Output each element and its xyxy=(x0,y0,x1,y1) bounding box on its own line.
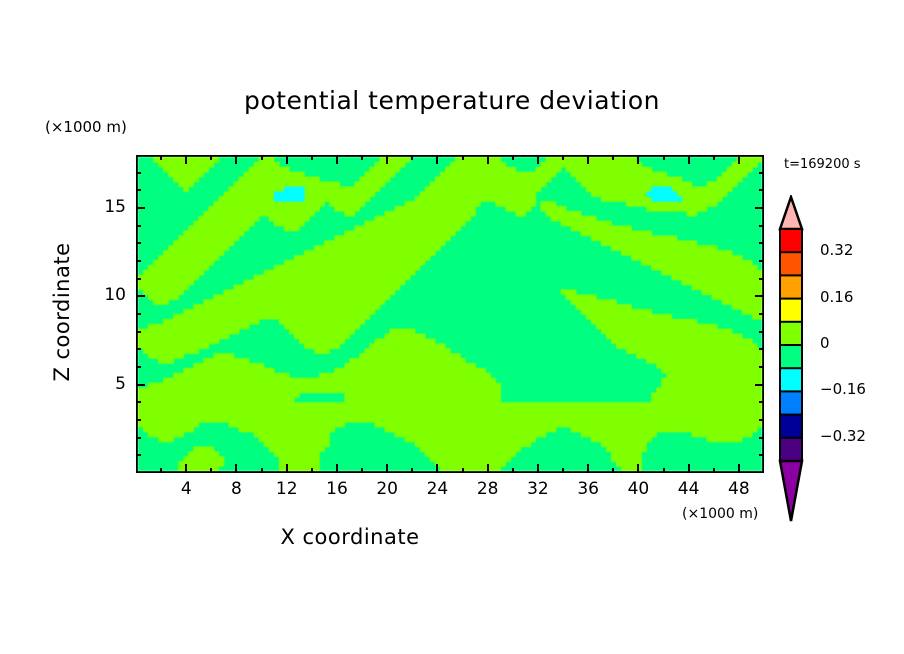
colorbar-band xyxy=(779,344,803,370)
colorbar-band xyxy=(779,436,803,463)
colorbar-band xyxy=(779,320,803,347)
colorbar-over-arrow xyxy=(778,195,804,231)
x-tick-label: 4 xyxy=(180,479,192,499)
y-tick-label: 5 xyxy=(115,373,126,394)
x-tick-label: 24 xyxy=(426,479,449,499)
x-tick-label: 44 xyxy=(677,479,700,499)
y-axis-units-label: (×1000 m) xyxy=(45,118,127,136)
chart-title: potential temperature deviation xyxy=(244,86,660,115)
y-tick-label: 15 xyxy=(104,197,126,217)
colorbar-band xyxy=(779,390,803,416)
colorbar-band xyxy=(779,274,803,301)
colorbar-band xyxy=(779,297,803,324)
y-axis-title: Z coordinate xyxy=(50,242,74,382)
y-tick-label: 10 xyxy=(104,285,126,306)
x-tick-label: 32 xyxy=(527,479,549,499)
x-axis-units-label: (×1000 m) xyxy=(682,506,759,522)
colorbar-under-arrow xyxy=(778,459,804,522)
x-tick-label: 48 xyxy=(728,479,750,499)
colorbar-tick-label: 0.32 xyxy=(820,241,854,260)
x-tick-label: 36 xyxy=(577,479,599,499)
x-tick-label: 20 xyxy=(376,479,398,499)
colorbar-tick-label: 0 xyxy=(820,334,830,352)
colorbar-tick-label: 0.16 xyxy=(820,287,854,306)
colorbar-tick-label: −0.32 xyxy=(820,426,866,445)
colorbar-band xyxy=(779,228,803,254)
contour-band-positive xyxy=(138,157,762,471)
colorbar: 0.32 0.16 0 −0.16 −0.32 xyxy=(770,195,904,530)
contour-plot-area xyxy=(136,155,764,473)
x-tick-label: 16 xyxy=(326,479,348,499)
x-tick-label: 40 xyxy=(627,479,650,499)
colorbar-tick-label: −0.16 xyxy=(820,380,866,399)
x-tick-label: 28 xyxy=(476,479,499,499)
colorbar-svg xyxy=(778,195,804,522)
contour-field xyxy=(138,157,762,471)
colorbar-band xyxy=(779,251,803,277)
colorbar-band xyxy=(779,367,803,393)
contour-band-negative-cyan xyxy=(273,186,683,202)
time-annotation: t=169200 s xyxy=(784,157,861,172)
x-tick-label: 8 xyxy=(231,479,242,499)
x-axis-title: X coordinate xyxy=(280,525,420,549)
x-tick-label: 12 xyxy=(275,479,298,499)
colorbar-band xyxy=(779,413,803,440)
